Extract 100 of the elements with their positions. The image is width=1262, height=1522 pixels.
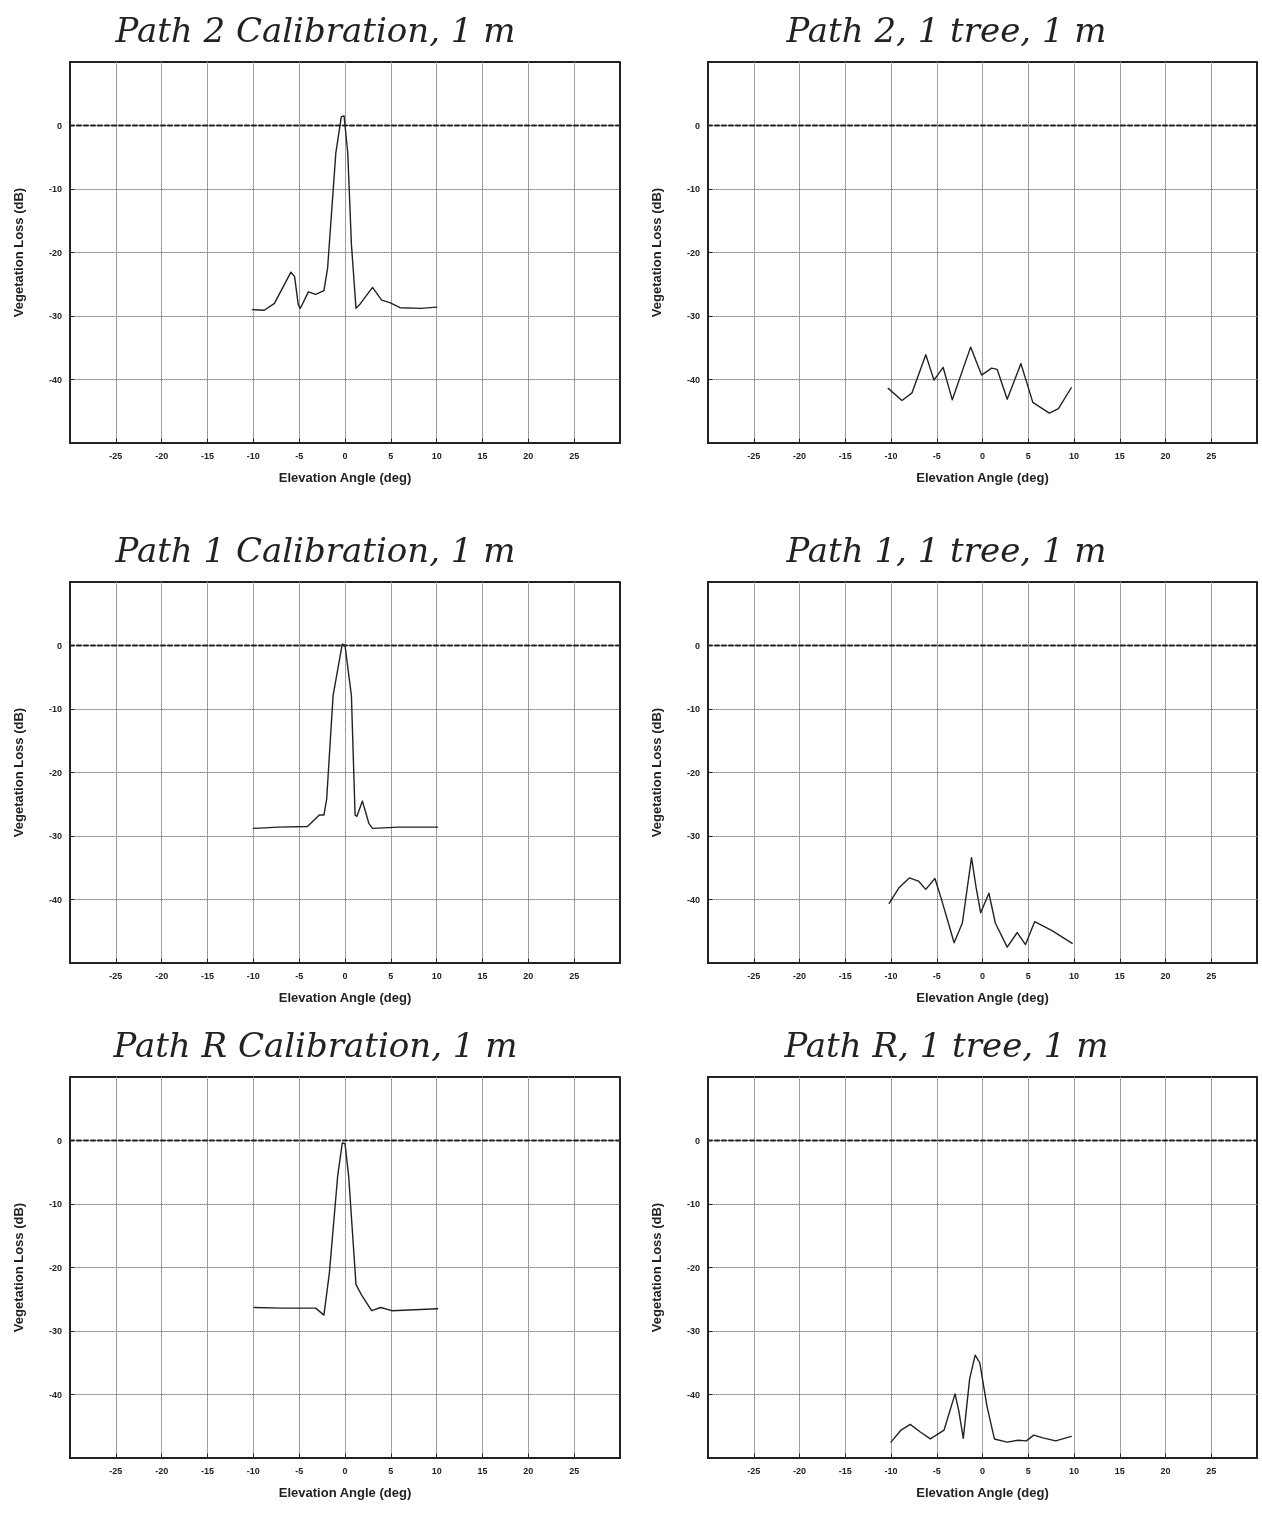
x-tick-label: 25 [1206, 970, 1217, 981]
x-axis-title: Elevation Angle (deg) [278, 990, 412, 1005]
y-axis-title: Vegetation Loss (dB) [649, 1202, 664, 1333]
y-axis-title: Vegetation Loss (dB) [649, 187, 664, 318]
y-tick-label: -40 [686, 1389, 700, 1400]
x-tick-label: -20 [155, 970, 169, 981]
x-tick-label: -20 [792, 970, 807, 981]
y-tick-label: -10 [48, 184, 62, 194]
chart-title: Path R Calibration, 1 m [112, 1025, 518, 1065]
y-axis-title: Vegetation Loss (dB) [11, 1202, 26, 1333]
x-tick-label: 5 [1025, 1465, 1031, 1476]
x-tick-label: 25 [1206, 450, 1217, 461]
chart-title: Path 1, 1 tree, 1 m [785, 530, 1107, 570]
x-tick-label: -15 [200, 450, 215, 461]
x-tick-label: 5 [388, 970, 394, 981]
y-axis-title: Vegetation Loss (dB) [649, 707, 664, 838]
y-tick-label: -20 [686, 1262, 700, 1273]
x-tick-label: -5 [295, 1465, 304, 1476]
x-tick-label: -10 [884, 970, 898, 981]
x-tick-label: -10 [884, 450, 898, 461]
x-tick-label: -25 [747, 970, 761, 981]
x-tick-label: -5 [295, 970, 304, 981]
x-tick-label: 20 [523, 450, 534, 461]
x-tick-label: -20 [155, 1465, 169, 1476]
y-tick-label: 0 [56, 120, 62, 131]
y-tick-label: -30 [48, 831, 62, 841]
x-tick-label: -25 [747, 450, 761, 461]
x-tick-label: 25 [569, 970, 580, 981]
x-tick-label: -20 [792, 450, 807, 461]
y-tick-label: 0 [694, 1135, 700, 1146]
y-tick-label: -20 [686, 767, 700, 778]
x-tick-label: -5 [295, 450, 304, 461]
line-series [887, 346, 1072, 414]
y-tick-label: -40 [686, 374, 700, 385]
x-tick-label: 20 [1160, 970, 1171, 981]
y-tick-label: -30 [48, 1326, 62, 1336]
y-tick-label: -40 [686, 894, 700, 905]
x-tick-label: 15 [1114, 450, 1125, 461]
x-tick-label: 20 [1160, 1465, 1171, 1476]
y-tick-label: -10 [686, 704, 700, 714]
x-tick-label: -15 [838, 970, 852, 981]
x-tick-label: 0 [342, 450, 348, 461]
y-tick-label: -10 [48, 704, 62, 714]
chart-title: Path 2, 1 tree, 1 m [785, 10, 1107, 50]
x-tick-label: -25 [109, 450, 123, 461]
x-tick-label: 0 [979, 450, 986, 461]
y-tick-label: -20 [48, 1262, 62, 1273]
x-tick-label: 0 [342, 1465, 348, 1476]
x-tick-label: 5 [1025, 450, 1031, 461]
x-tick-label: 5 [388, 450, 394, 461]
x-tick-label: 20 [523, 1465, 534, 1476]
x-tick-label: 25 [569, 1465, 580, 1476]
y-tick-label: -40 [48, 894, 62, 905]
x-tick-label: -5 [932, 1465, 941, 1476]
y-tick-label: -10 [686, 184, 700, 194]
y-tick-label: 0 [694, 640, 700, 651]
x-tick-label: 0 [979, 970, 986, 981]
x-tick-label: -25 [747, 1465, 761, 1476]
x-tick-label: -20 [792, 1465, 807, 1476]
chart-title: Path 1 Calibration, 1 m [114, 530, 516, 570]
x-tick-label: 20 [1160, 450, 1171, 461]
x-tick-label: -15 [838, 1465, 852, 1476]
x-tick-label: 10 [1068, 450, 1080, 461]
x-tick-label: 25 [1206, 1465, 1217, 1476]
x-axis-title: Elevation Angle (deg) [916, 1485, 1049, 1500]
x-tick-label: -5 [932, 970, 941, 981]
x-tick-label: 10 [1068, 1465, 1080, 1476]
y-tick-label: -10 [686, 1199, 700, 1209]
x-tick-label: 15 [1114, 1465, 1125, 1476]
x-axis-title: Elevation Angle (deg) [916, 990, 1049, 1005]
x-tick-label: -20 [155, 450, 169, 461]
y-tick-label: -30 [686, 1326, 700, 1336]
x-tick-label: 10 [431, 970, 442, 981]
y-tick-label: -40 [48, 1389, 62, 1400]
y-tick-label: -20 [48, 767, 62, 778]
y-tick-label: -20 [48, 247, 62, 258]
y-tick-label: -30 [686, 831, 700, 841]
x-tick-label: 15 [477, 1465, 488, 1476]
x-tick-label: 0 [979, 1465, 986, 1476]
y-tick-label: 0 [56, 640, 62, 651]
line-series [890, 1354, 1072, 1443]
x-tick-label: 10 [431, 1465, 442, 1476]
y-tick-label: -20 [686, 247, 700, 258]
x-tick-label: 5 [1025, 970, 1031, 981]
y-tick-label: -30 [48, 311, 62, 321]
x-tick-label: 15 [1114, 970, 1125, 981]
x-tick-label: 20 [523, 970, 534, 981]
x-tick-label: -10 [884, 1465, 898, 1476]
x-axis-title: Elevation Angle (deg) [278, 1485, 412, 1500]
x-axis-title: Elevation Angle (deg) [916, 470, 1049, 485]
x-tick-label: 25 [569, 450, 580, 461]
y-axis-title: Vegetation Loss (dB) [11, 707, 26, 838]
y-tick-label: -30 [686, 311, 700, 321]
x-tick-label: -15 [200, 1465, 215, 1476]
x-tick-label: 10 [431, 450, 442, 461]
x-tick-label: -5 [932, 450, 941, 461]
x-tick-label: -25 [109, 1465, 123, 1476]
y-tick-label: 0 [694, 120, 700, 131]
x-tick-label: -10 [246, 970, 260, 981]
y-axis-title: Vegetation Loss (dB) [11, 187, 26, 318]
